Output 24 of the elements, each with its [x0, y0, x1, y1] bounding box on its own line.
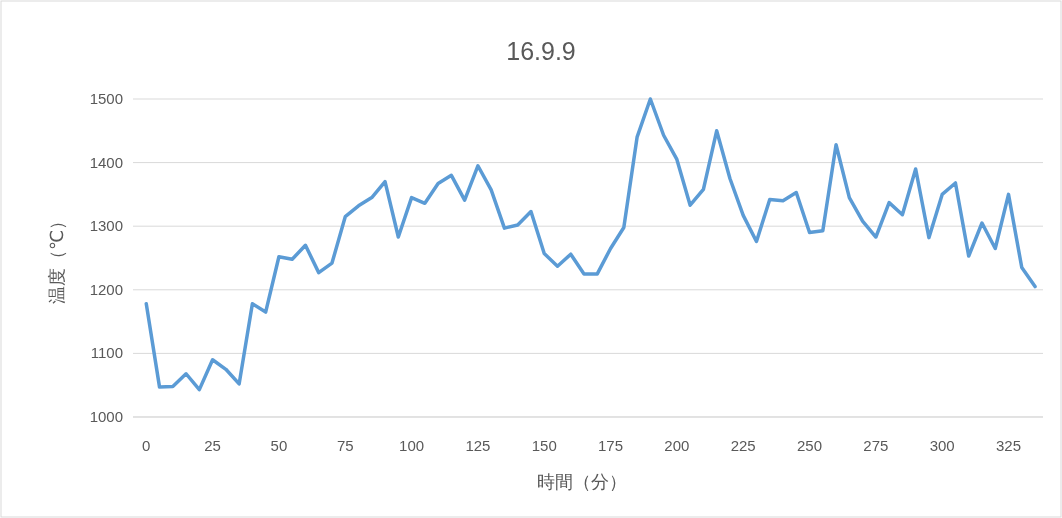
x-tick-label: 300: [929, 437, 955, 454]
x-tick-label: 50: [270, 437, 288, 454]
y-tick-label: 1300: [89, 217, 123, 235]
x-tick-label: 0: [142, 437, 151, 454]
chart-title: 16.9.9: [506, 37, 576, 65]
x-tick-label: 250: [797, 437, 823, 454]
y-tick-label: 1000: [89, 408, 123, 425]
y-axis-title: 温度（℃）: [47, 211, 67, 305]
x-tick-label: 100: [399, 437, 425, 454]
x-tick-label: 175: [598, 437, 624, 454]
x-tick-label: 325: [995, 437, 1022, 454]
y-tick-label: 1400: [89, 153, 123, 171]
x-tick-label: 225: [730, 437, 756, 454]
line-series: [144, 97, 1037, 392]
y-tick-label: 1200: [89, 280, 123, 298]
x-tick-label: 150: [531, 437, 557, 454]
y-tick-label: 1100: [90, 344, 123, 362]
x-tick-label: 125: [465, 437, 491, 454]
x-tick-label: 25: [204, 437, 221, 454]
x-axis-title: 時間（分）: [537, 472, 627, 492]
x-tick-label: 75: [336, 437, 354, 454]
x-tick-label: 275: [863, 437, 889, 454]
y-tick-label: 1500: [89, 90, 123, 107]
x-tick-label: 200: [664, 437, 690, 454]
